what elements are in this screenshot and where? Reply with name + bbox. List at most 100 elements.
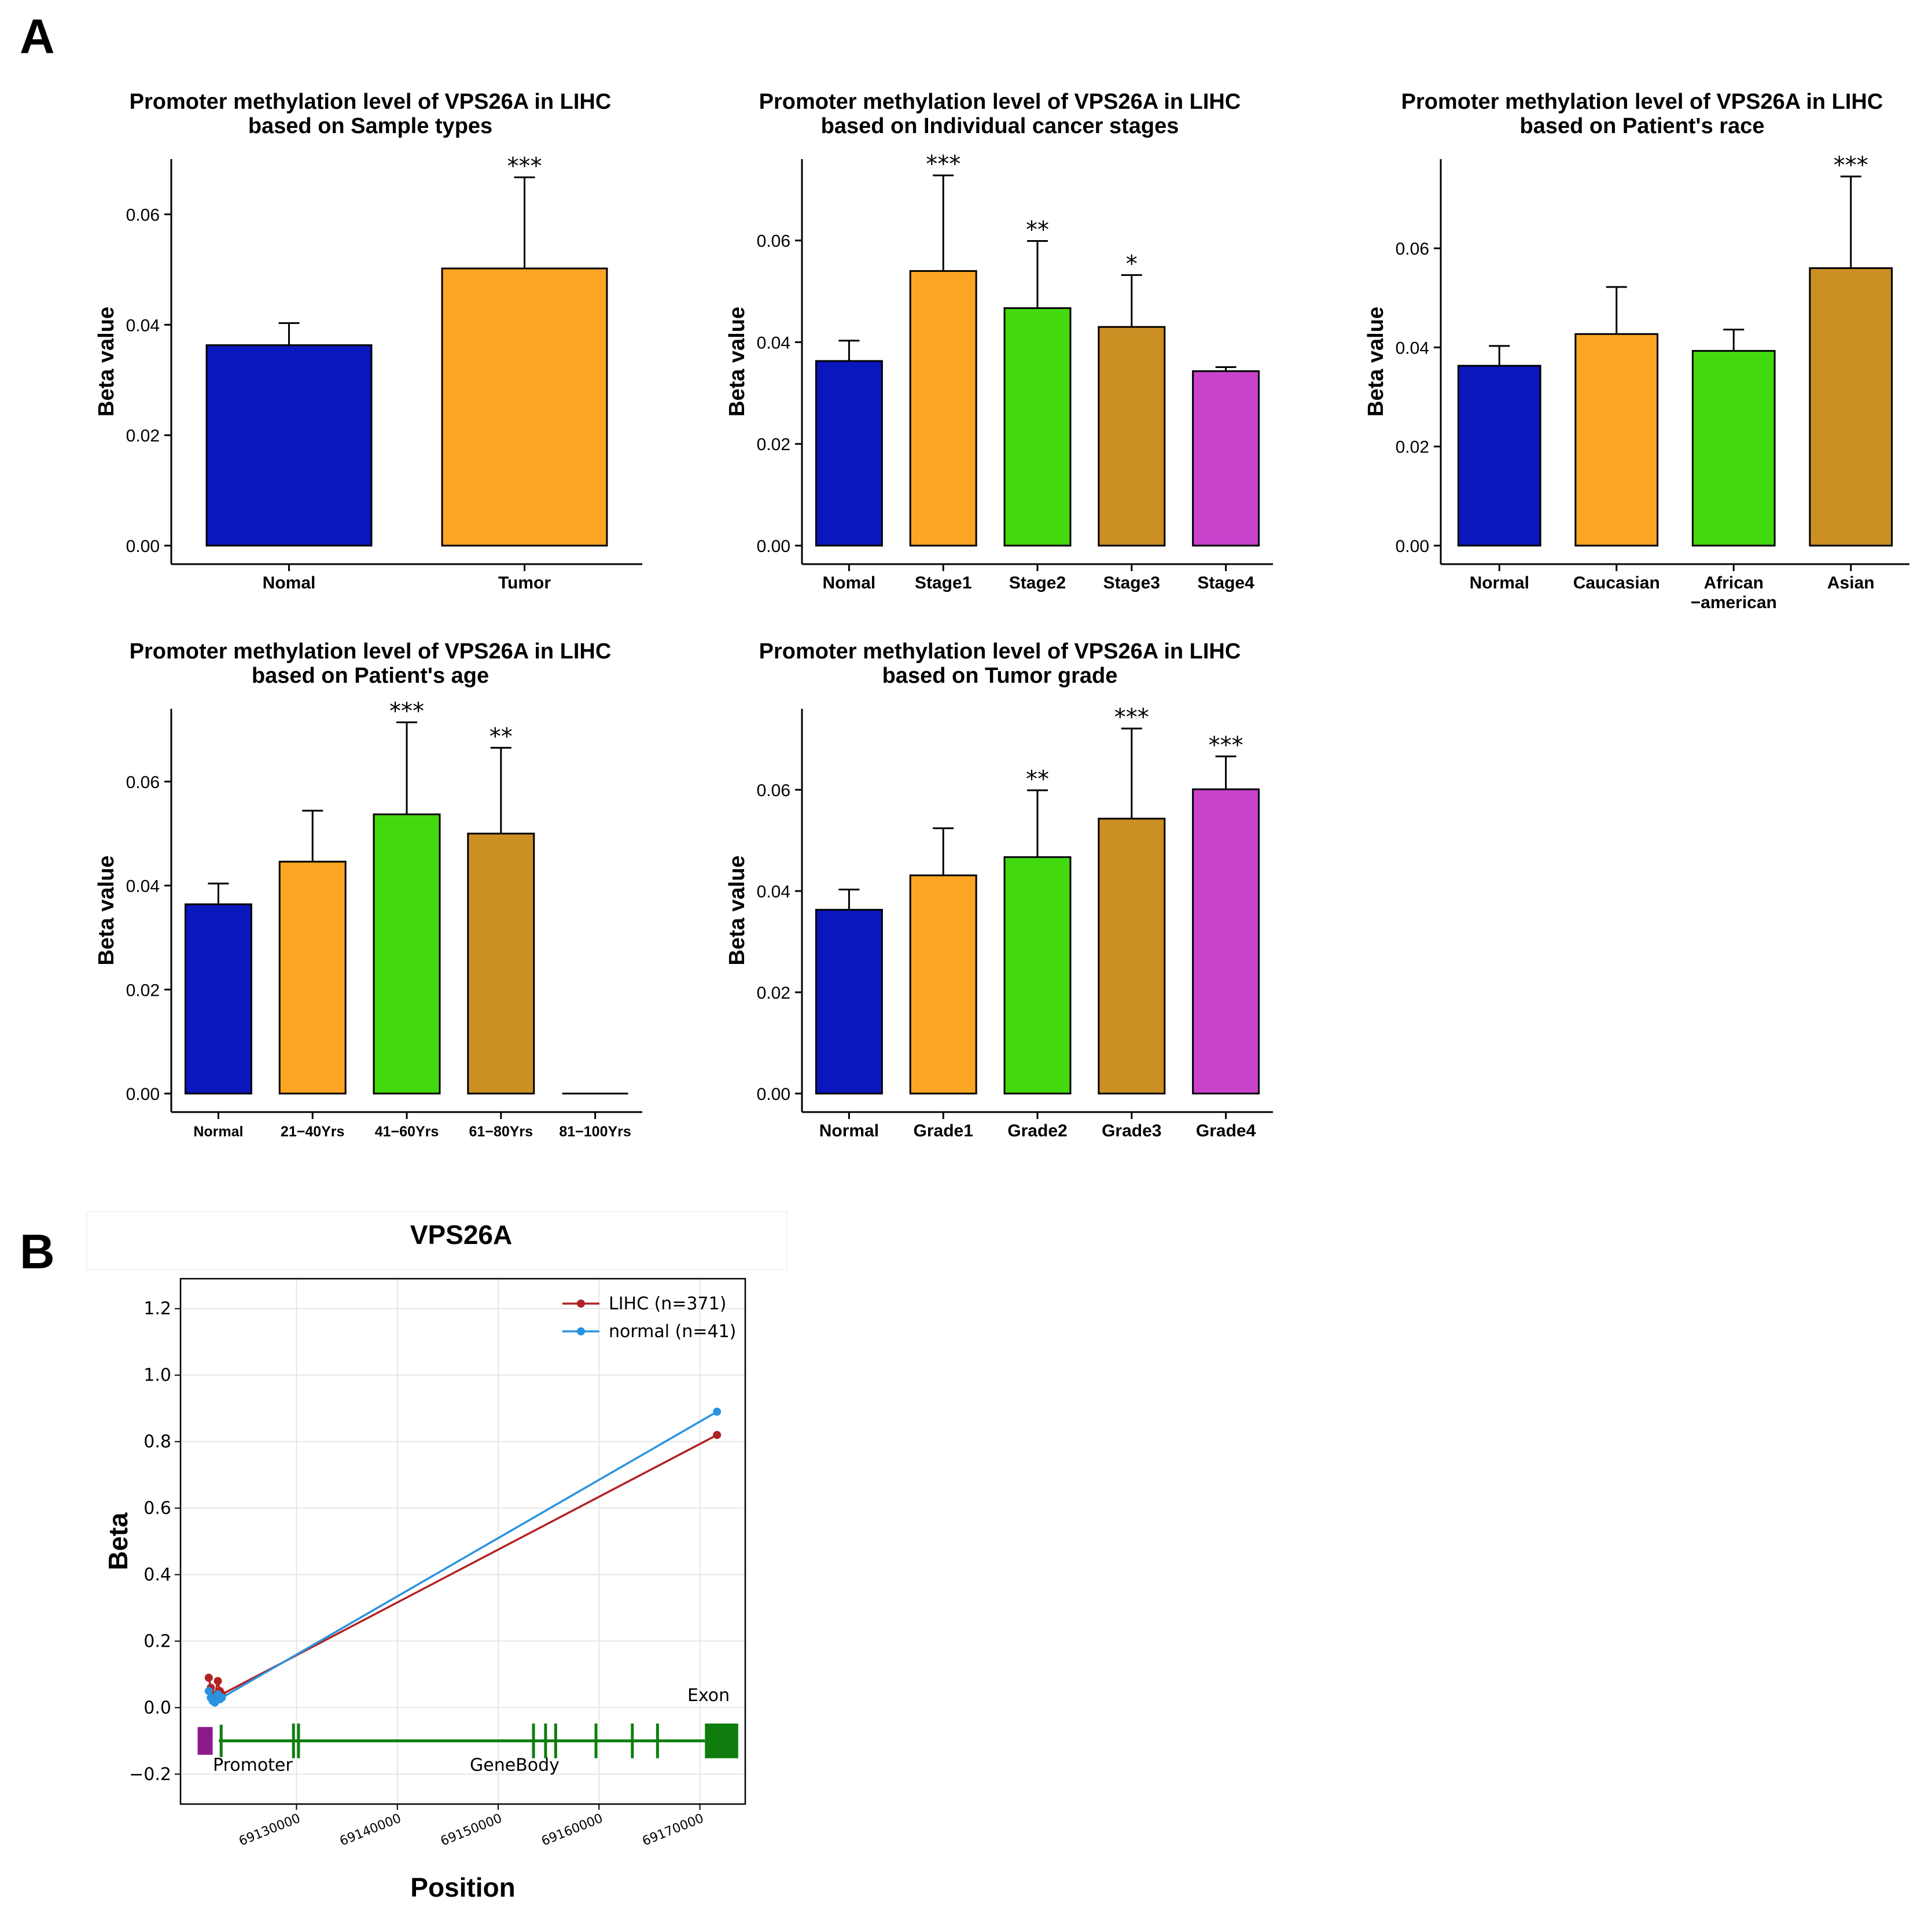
chart-title-line: based on Patient's age	[252, 664, 489, 688]
y-axis-label: Beta value	[725, 307, 749, 417]
data-point	[214, 1677, 222, 1685]
y-tick-label: 1.2	[143, 1299, 171, 1319]
bar-chart-patient-age: Promoter methylation level of VPS26A in …	[94, 639, 642, 1140]
y-tick-label: 0.00	[757, 1085, 790, 1104]
chart-title-line: based on Tumor grade	[882, 664, 1118, 688]
x-tick-label: 41−60Yrs	[375, 1124, 439, 1140]
significance-label: ***	[1114, 704, 1149, 731]
legend-label: normal (n=41)	[609, 1322, 736, 1342]
chart-title-line: Promoter methylation level of VPS26A in …	[1401, 90, 1883, 114]
significance-label: ***	[1834, 152, 1868, 179]
significance-label: **	[490, 723, 513, 750]
bar-chart-patient-race: Promoter methylation level of VPS26A in …	[1364, 90, 1909, 612]
y-tick-label: 0.00	[757, 537, 790, 556]
significance-label: **	[1026, 217, 1049, 244]
y-tick-label: 0.06	[757, 781, 790, 800]
chart-title-line: Promoter methylation level of VPS26A in …	[130, 639, 612, 664]
y-tick-label: 0.4	[143, 1565, 171, 1585]
y-tick-label: 0.02	[757, 984, 790, 1003]
x-tick-label: Nomal	[263, 573, 316, 592]
y-tick-label: 0.06	[757, 232, 790, 251]
chart-title-line: based on Sample types	[248, 114, 492, 138]
bar	[1003, 307, 1072, 547]
bar	[1574, 333, 1659, 547]
bar	[815, 360, 883, 547]
y-axis-label: Beta value	[1364, 307, 1388, 417]
y-tick-label: 0.06	[1396, 240, 1429, 259]
y-tick-label: 0.02	[126, 981, 160, 1000]
bar	[1691, 349, 1776, 547]
data-point	[204, 1687, 213, 1695]
significance-label: ***	[389, 698, 424, 724]
y-tick-label: 0.04	[1396, 338, 1429, 358]
x-tick-label: Normal	[1470, 573, 1529, 592]
data-point	[218, 1694, 226, 1702]
x-tick-label: Stage2	[1009, 573, 1066, 592]
x-tick-label: Normal	[819, 1121, 879, 1140]
genebody-annotation: GeneBody	[470, 1755, 560, 1776]
y-tick-label: 0.6	[143, 1499, 171, 1519]
chart-title-line: Promoter methylation level of VPS26A in …	[759, 90, 1241, 114]
bar	[1098, 326, 1166, 547]
last-exon-box	[705, 1723, 738, 1758]
y-axis-label: Beta value	[94, 307, 119, 417]
bar	[205, 344, 373, 547]
chart-title-line: based on Patient's race	[1520, 114, 1765, 138]
panel-label-a: A	[20, 9, 55, 64]
chart-title: VPS26A	[410, 1220, 512, 1250]
title-frame	[86, 1211, 787, 1270]
bar	[373, 813, 441, 1095]
plot-frame	[179, 1278, 746, 1805]
data-point	[713, 1431, 722, 1440]
y-tick-label: 0.04	[126, 877, 160, 896]
x-tick-label: Grade4	[1196, 1121, 1256, 1140]
x-tick-label: −american	[1691, 593, 1777, 612]
y-tick-label: 0.00	[126, 537, 160, 556]
bar-chart-sample-types: Promoter methylation level of VPS26A in …	[94, 90, 642, 592]
bar	[278, 860, 347, 1095]
x-tick-label: Grade3	[1102, 1121, 1161, 1140]
y-tick-label: 0.04	[126, 316, 160, 335]
bar	[1003, 856, 1072, 1095]
y-tick-label: 0.02	[1396, 438, 1429, 457]
bar-chart-tumor-grade: Promoter methylation level of VPS26A in …	[725, 639, 1273, 1140]
y-tick-label: 0.2	[143, 1631, 171, 1651]
bar	[441, 267, 608, 547]
x-tick-label: Grade2	[1007, 1121, 1067, 1140]
bar	[184, 903, 252, 1095]
x-axis-label: Position	[410, 1872, 515, 1902]
x-tick-label: Nomal	[823, 573, 876, 592]
bar	[815, 908, 883, 1095]
x-tick-label: Normal	[193, 1124, 243, 1140]
y-tick-label: 0.02	[126, 426, 160, 446]
y-tick-label: 0.02	[757, 435, 790, 454]
bar	[1457, 365, 1541, 547]
y-tick-label: 0.04	[757, 882, 790, 901]
chart-title-line: Promoter methylation level of VPS26A in …	[130, 90, 612, 114]
promoter-annotation: Promoter	[213, 1755, 293, 1776]
panel-label-b: B	[20, 1224, 55, 1279]
bar	[1192, 370, 1260, 547]
bar	[1098, 818, 1166, 1095]
significance-label: ***	[507, 153, 542, 179]
y-tick-label: 0.04	[757, 333, 790, 352]
promoter-box	[197, 1727, 213, 1755]
x-tick-label: Tumor	[498, 573, 551, 592]
y-tick-label: 0.06	[126, 773, 160, 792]
x-tick-label: 81−100Yrs	[559, 1124, 631, 1140]
y-tick-label: 1.0	[143, 1365, 171, 1386]
significance-label: **	[1026, 766, 1049, 793]
data-point	[204, 1673, 213, 1682]
y-tick-label: −0.2	[129, 1764, 171, 1784]
x-tick-label: African	[1704, 573, 1764, 592]
y-axis-label: Beta value	[94, 855, 119, 965]
exon-annotation: Exon	[687, 1685, 730, 1706]
bar	[909, 874, 977, 1095]
y-tick-label: 0.8	[143, 1432, 171, 1452]
x-tick-label: Stage3	[1103, 573, 1160, 592]
legend-marker	[577, 1327, 585, 1335]
bar	[909, 270, 977, 547]
bar	[1192, 788, 1260, 1095]
significance-label: *	[1126, 251, 1138, 277]
